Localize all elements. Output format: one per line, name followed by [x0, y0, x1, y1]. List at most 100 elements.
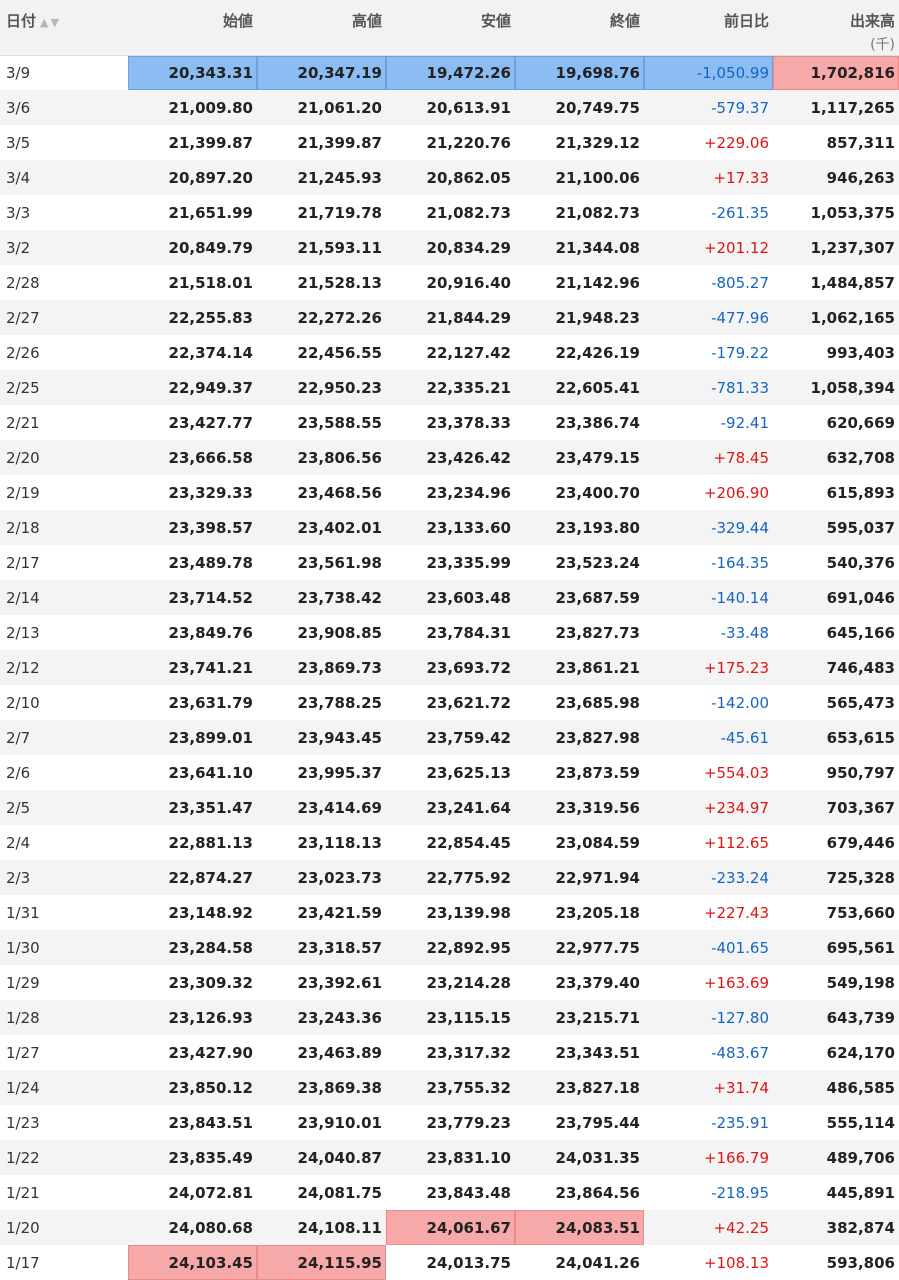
volume-cell: 746,483 [773, 650, 899, 685]
change-cell: -164.35 [644, 545, 773, 580]
table-row: 1/27 23,427.90 23,463.89 23,317.32 23,343.51… [0, 1035, 899, 1070]
volume-cell: 565,473 [773, 685, 899, 720]
table-row: 3/4 20,897.20 21,245.93 20,862.05 21,100.06 +… [0, 160, 899, 195]
volume-cell: 1,058,394 [773, 370, 899, 405]
close-cell: 23,685.98 [515, 685, 644, 720]
change-cell: +42.25 [644, 1210, 773, 1245]
open-cell: 22,874.27 [128, 860, 257, 895]
change-cell: -329.44 [644, 510, 773, 545]
high-cell: 23,392.61 [257, 965, 386, 1000]
high-column-header[interactable]: 高値 [257, 0, 386, 56]
table-row: 2/21 23,427.77 23,588.55 23,378.33 23,386.74… [0, 405, 899, 440]
low-column-header[interactable]: 安値 [386, 0, 515, 56]
open-cell: 23,489.78 [128, 545, 257, 580]
close-cell: 23,523.24 [515, 545, 644, 580]
open-cell: 21,399.87 [128, 125, 257, 160]
volume-cell: 946,263 [773, 160, 899, 195]
open-cell: 23,835.49 [128, 1140, 257, 1175]
sort-arrows-icon[interactable]: ▲▼ [40, 16, 61, 29]
low-cell: 23,139.98 [386, 895, 515, 930]
date-cell: 1/30 [0, 930, 128, 965]
high-cell: 23,463.89 [257, 1035, 386, 1070]
volume-cell: 857,311 [773, 125, 899, 160]
change-cell: +554.03 [644, 755, 773, 790]
high-cell: 23,788.25 [257, 685, 386, 720]
volume-cell: 445,891 [773, 1175, 899, 1210]
volume-cell: 725,328 [773, 860, 899, 895]
table-row: 2/26 22,374.14 22,456.55 22,127.42 22,426.19… [0, 335, 899, 370]
high-cell: 21,399.87 [257, 125, 386, 160]
change-cell: +234.97 [644, 790, 773, 825]
low-cell: 23,241.64 [386, 790, 515, 825]
date-cell: 2/21 [0, 405, 128, 440]
open-cell: 22,949.37 [128, 370, 257, 405]
close-cell: 21,142.96 [515, 265, 644, 300]
close-cell: 23,193.80 [515, 510, 644, 545]
table-header: 日付 ▲▼ 始値 高値 安値 終値 前日比 出来高 (千) [0, 0, 899, 56]
low-cell: 23,784.31 [386, 615, 515, 650]
low-cell: 21,844.29 [386, 300, 515, 335]
volume-cell: 753,660 [773, 895, 899, 930]
table-row: 2/18 23,398.57 23,402.01 23,133.60 23,193.80… [0, 510, 899, 545]
open-cell: 21,651.99 [128, 195, 257, 230]
change-header-label: 前日比 [723, 12, 769, 30]
volume-cell: 703,367 [773, 790, 899, 825]
date-cell: 1/27 [0, 1035, 128, 1070]
open-cell: 23,741.21 [128, 650, 257, 685]
low-cell: 23,234.96 [386, 475, 515, 510]
table-row: 1/28 23,126.93 23,243.36 23,115.15 23,215.71… [0, 1000, 899, 1035]
low-cell: 24,061.67 [386, 1210, 515, 1245]
high-cell: 23,943.45 [257, 720, 386, 755]
open-cell: 23,309.32 [128, 965, 257, 1000]
close-cell: 23,861.21 [515, 650, 644, 685]
table-row: 2/14 23,714.52 23,738.42 23,603.48 23,687.59… [0, 580, 899, 615]
open-column-header[interactable]: 始値 [128, 0, 257, 56]
table-row: 1/23 23,843.51 23,910.01 23,779.23 23,795.44… [0, 1105, 899, 1140]
date-cell: 2/19 [0, 475, 128, 510]
close-column-header[interactable]: 終値 [515, 0, 644, 56]
change-column-header[interactable]: 前日比 [644, 0, 773, 56]
table-row: 3/9 20,343.31 20,347.19 19,472.26 19,698.76-… [0, 55, 899, 90]
table-row: 2/4 22,881.13 23,118.13 22,854.45 23,084.59 +… [0, 825, 899, 860]
date-cell: 3/4 [0, 160, 128, 195]
volume-cell: 1,117,265 [773, 90, 899, 125]
low-cell: 23,759.42 [386, 720, 515, 755]
open-cell: 24,103.45 [128, 1245, 257, 1280]
change-cell: -401.65 [644, 930, 773, 965]
volume-cell: 540,376 [773, 545, 899, 580]
close-cell: 23,343.51 [515, 1035, 644, 1070]
change-cell: -483.67 [644, 1035, 773, 1070]
high-cell: 23,869.73 [257, 650, 386, 685]
change-cell: -218.95 [644, 1175, 773, 1210]
close-cell: 23,319.56 [515, 790, 644, 825]
close-cell: 23,479.15 [515, 440, 644, 475]
close-cell: 23,873.59 [515, 755, 644, 790]
low-cell: 23,843.48 [386, 1175, 515, 1210]
low-cell: 23,603.48 [386, 580, 515, 615]
high-cell: 23,588.55 [257, 405, 386, 440]
low-cell: 22,775.92 [386, 860, 515, 895]
date-column-header[interactable]: 日付 ▲▼ [0, 0, 128, 56]
low-cell: 23,335.99 [386, 545, 515, 580]
date-cell: 2/20 [0, 440, 128, 475]
date-cell: 1/28 [0, 1000, 128, 1035]
table-row: 1/20 24,080.68 24,108.11 24,061.67 24,083.51… [0, 1210, 899, 1245]
open-cell: 23,850.12 [128, 1070, 257, 1105]
change-cell: -233.24 [644, 860, 773, 895]
open-cell: 23,126.93 [128, 1000, 257, 1035]
low-cell: 22,892.95 [386, 930, 515, 965]
close-cell: 24,041.26 [515, 1245, 644, 1280]
open-cell: 22,881.13 [128, 825, 257, 860]
high-cell: 23,414.69 [257, 790, 386, 825]
volume-column-header[interactable]: 出来高 (千) [773, 0, 899, 56]
table-row: 2/10 23,631.79 23,788.25 23,621.72 23,685.98… [0, 685, 899, 720]
volume-cell: 595,037 [773, 510, 899, 545]
low-cell: 20,862.05 [386, 160, 515, 195]
close-cell: 23,864.56 [515, 1175, 644, 1210]
date-cell: 2/13 [0, 615, 128, 650]
close-cell: 22,977.75 [515, 930, 644, 965]
high-cell: 20,347.19 [257, 55, 386, 90]
open-cell: 20,897.20 [128, 160, 257, 195]
volume-cell: 382,874 [773, 1210, 899, 1245]
table-row: 1/17 24,103.45 24,115.95 24,013.75 24,041.26… [0, 1245, 899, 1280]
